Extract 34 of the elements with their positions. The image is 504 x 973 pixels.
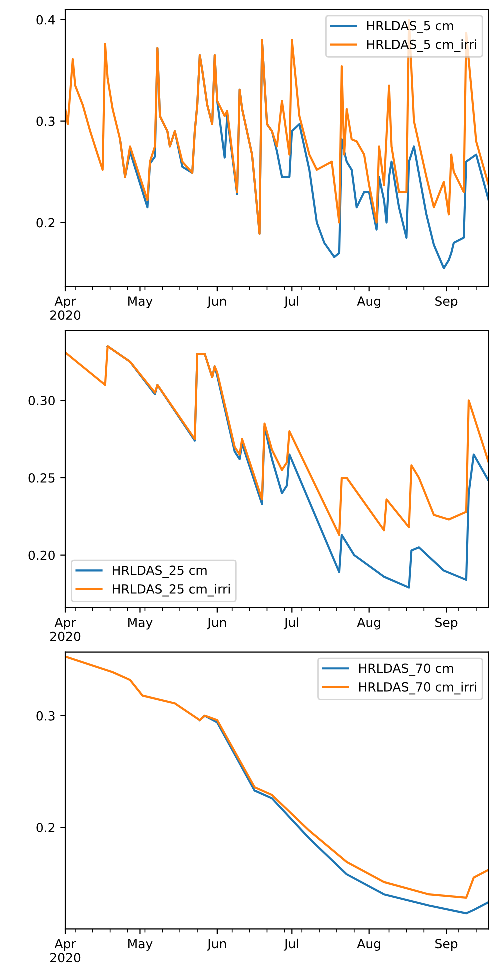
x-tick-label: Jun bbox=[207, 618, 226, 630]
y-tick-label: 0.30 bbox=[28, 396, 55, 406]
x-tick-label: Jul bbox=[284, 938, 299, 951]
x-tick-label: Apr 2020 bbox=[50, 296, 81, 320]
x-tick-label: Jul bbox=[284, 618, 299, 630]
line-series bbox=[66, 345, 489, 536]
y-tick-label: 0.2 bbox=[36, 218, 55, 228]
legend-label: HRLDAS_70 cm_irri bbox=[359, 682, 476, 695]
y-tick-label: 0.3 bbox=[36, 116, 55, 126]
x-tick-label: Aug bbox=[357, 296, 380, 309]
y-tick-label: 0.3 bbox=[36, 711, 55, 721]
line-series bbox=[66, 656, 489, 899]
x-tick-label: May bbox=[128, 618, 153, 630]
x-tick-label: Jun bbox=[207, 296, 226, 308]
x-tick-label: May bbox=[128, 296, 153, 309]
legend-label: HRLDAS_5 cm_irri bbox=[367, 40, 476, 52]
x-tick-label: Jun bbox=[207, 939, 226, 951]
x-tick-label: Aug bbox=[357, 618, 380, 630]
legend-label: HRLDAS_25 cm bbox=[112, 566, 207, 578]
x-tick-label: Apr 2020 bbox=[50, 939, 81, 963]
x-tick-label: Aug bbox=[357, 939, 380, 952]
legend-label: HRLDAS_25 cm_irri bbox=[112, 584, 230, 597]
x-tick-label: Sep bbox=[436, 296, 458, 309]
y-tick-label: 0.25 bbox=[28, 473, 55, 483]
y-tick-label: 0.20 bbox=[28, 550, 55, 560]
x-tick-label: Sep bbox=[436, 618, 458, 630]
legend-label: HRLDAS_5 cm bbox=[367, 21, 454, 34]
legend-label: HRLDAS_70 cm bbox=[359, 664, 454, 676]
y-tick-label: 0.2 bbox=[36, 823, 55, 833]
y-tick-label: 0.4 bbox=[36, 15, 56, 25]
x-tick-label: Apr 2020 bbox=[50, 618, 81, 642]
x-tick-label: Sep bbox=[436, 939, 458, 952]
x-tick-label: May bbox=[128, 939, 153, 952]
x-tick-label: Jul bbox=[284, 296, 299, 308]
